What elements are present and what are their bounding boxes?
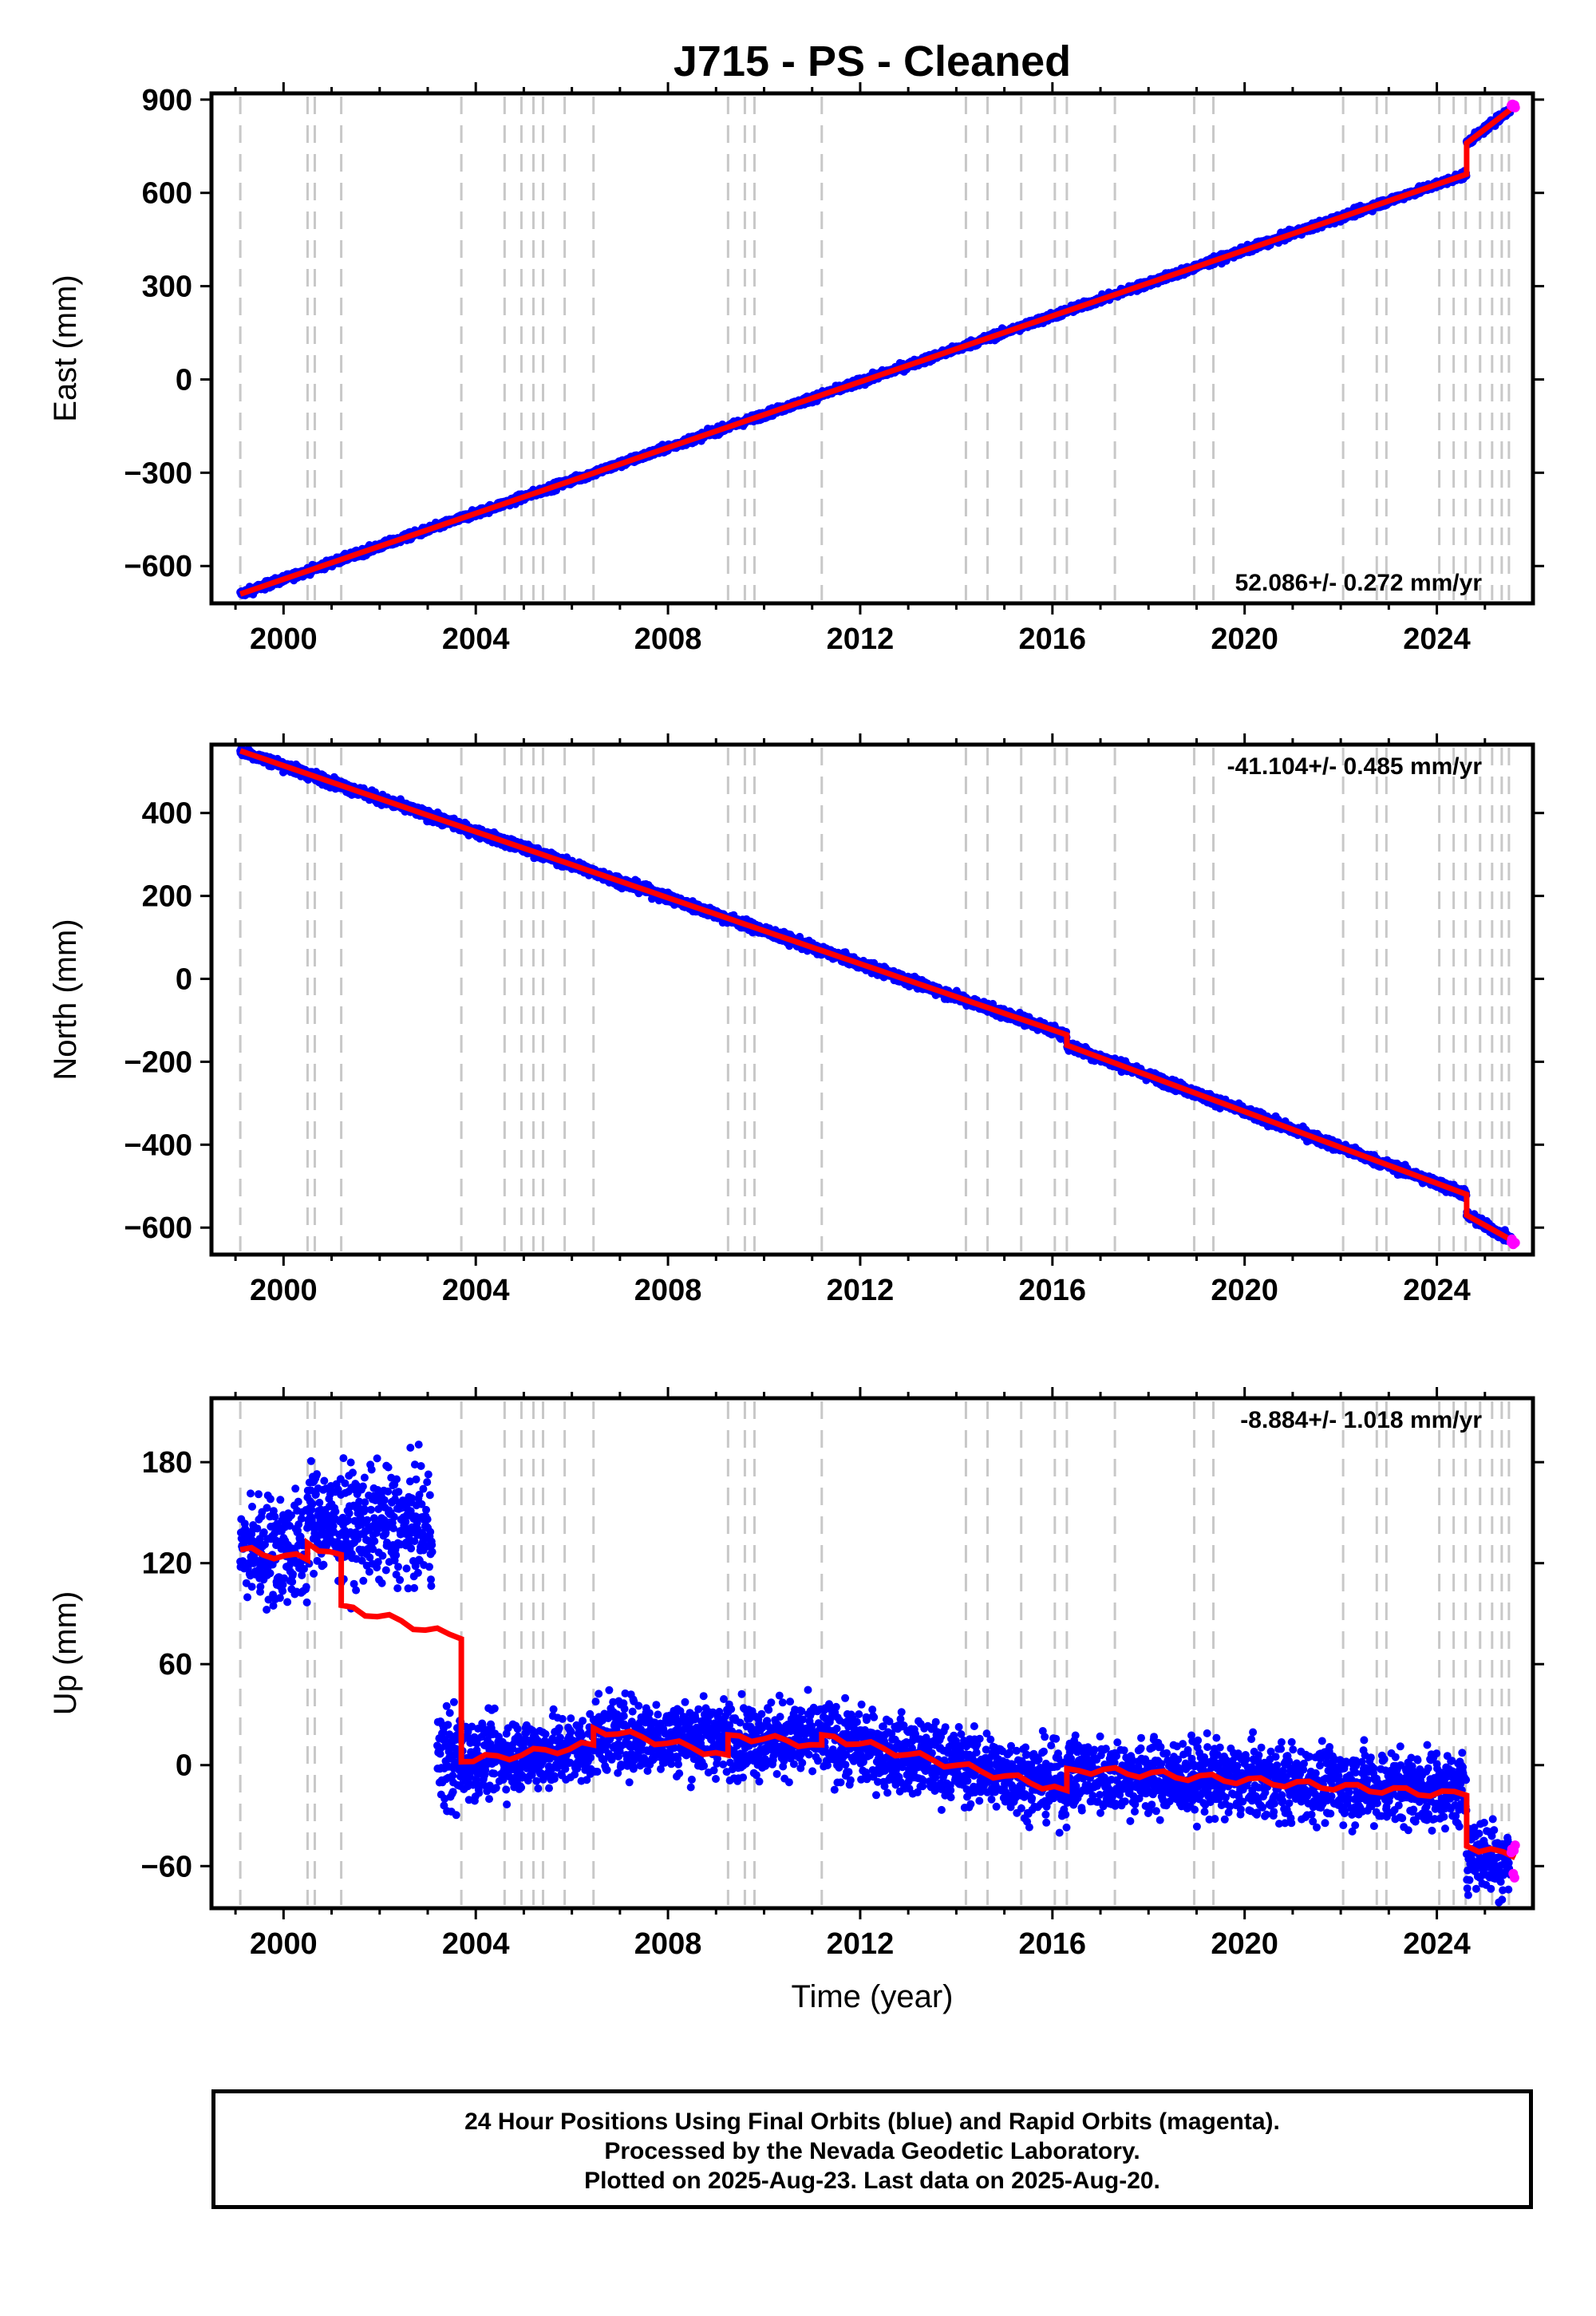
north-final-orbit-points [236,745,1515,1245]
east-x-tick-label: 2004 [442,622,510,656]
east-rate-label: 52.086+/- 0.272 mm/yr [1235,570,1483,596]
north-plot-area [236,745,1520,1251]
east-y-tick-label: 600 [142,177,192,211]
chart-title: J715 - PS - Cleaned [674,38,1071,85]
east-y-axis-label: East (mm) [48,275,83,421]
east-model-path [239,103,1517,597]
east-y-tick-label: 300 [142,271,192,304]
east-x-tick-label: 2016 [1019,622,1087,656]
east-rapid-point [1510,102,1520,113]
east-x-tick-label: 2008 [634,622,702,656]
east-x-tick-label: 2012 [827,622,895,656]
east-x-tick-label: 2024 [1403,622,1471,656]
north-panel: 2000 2004 2008 2012 2016 2020 2024−600−400−200… [48,733,1544,1307]
east-y-tick-label: −600 [124,550,192,583]
east-panel: 2000 2004 2008 2012 2016 2020 2024 −600 −300 0 300… [48,82,1544,656]
east-model-line [239,103,1517,597]
east-rapid-orbit-points [1506,99,1520,113]
east-x-tick-label: 2000 [250,622,318,656]
east-frame [209,91,1535,606]
east-final-orbit-points [236,103,1515,599]
east-y-tick-label: 900 [142,84,192,117]
east-x-tick-label: 2020 [1211,622,1278,656]
east-y-tick-label: −300 [124,456,192,490]
east-plot-area [236,97,1520,600]
east-y-tick-label: 0 [176,363,192,397]
